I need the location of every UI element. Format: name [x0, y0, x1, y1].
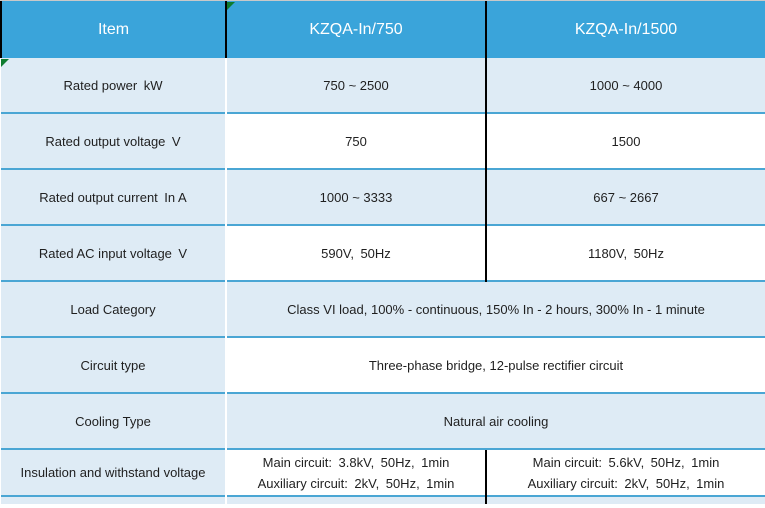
partial-row-item-cell [1, 495, 227, 504]
insulation-label: Insulation and withstand voltage [1, 448, 227, 496]
header-cell-kzqa-1500: KZQA-In/1500 [485, 1, 765, 58]
circuit-type-label: Circuit type [1, 336, 227, 393]
header-cell-kzqa-750: KZQA-In/750 [225, 1, 486, 58]
row-rated-power: Rated power kW 750 ~ 2500 1000 ~ 4000 [1, 58, 765, 113]
row-rated-output-current: Rated output current In A 1000 ~ 3333 66… [1, 168, 765, 225]
row-circuit-type: Circuit type Three-phase bridge, 12-puls… [1, 336, 765, 393]
rated-output-current-label: Rated output current In A [1, 168, 227, 225]
cooling-type-value: Natural air cooling [226, 392, 765, 449]
rated-ac-input-voltage-value-750: 590V, 50Hz [226, 224, 486, 281]
rated-output-voltage-value-750: 750 [226, 112, 486, 169]
insulation-value-1500: Main circuit: 5.6kV, 50Hz, 1min Auxiliar… [485, 448, 765, 496]
row-partial-cutoff [1, 495, 765, 504]
rated-output-current-value-750: 1000 ~ 3333 [226, 168, 486, 225]
partial-row-cell-750 [226, 495, 486, 504]
rated-output-current-value-1500: 667 ~ 2667 [485, 168, 765, 225]
rated-output-voltage-label: Rated output voltage V [1, 112, 227, 169]
insulation-750-auxiliary-circuit: Auxiliary circuit: 2kV, 50Hz, 1min [257, 475, 455, 491]
load-category-label: Load Category [1, 280, 227, 337]
load-category-value: Class VI load, 100% - continuous, 150% I… [226, 280, 765, 337]
circuit-type-value: Three-phase bridge, 12-pulse rectifier c… [226, 336, 765, 393]
rated-power-value-750: 750 ~ 2500 [226, 58, 486, 113]
row-cooling-type: Cooling Type Natural air cooling [1, 392, 765, 449]
insulation-value-750: Main circuit: 3.8kV, 50Hz, 1min Auxiliar… [226, 448, 486, 496]
insulation-1500-main-circuit: Main circuit: 5.6kV, 50Hz, 1min [532, 454, 720, 470]
row-load-category: Load Category Class VI load, 100% - cont… [1, 280, 765, 337]
green-corner-flag-icon [227, 2, 235, 10]
rated-ac-input-voltage-value-1500: 1180V, 50Hz [485, 224, 765, 281]
insulation-750-main-circuit: Main circuit: 3.8kV, 50Hz, 1min [262, 454, 450, 470]
rated-output-voltage-value-1500: 1500 [485, 112, 765, 169]
header-cell-item: Item [0, 1, 226, 58]
insulation-1500-auxiliary-circuit: Auxiliary circuit: 2kV, 50Hz, 1min [527, 475, 725, 491]
cooling-type-label: Cooling Type [1, 392, 227, 449]
row-rated-ac-input-voltage: Rated AC input voltage V 590V, 50Hz 1180… [1, 224, 765, 281]
rated-power-label: Rated power kW [1, 58, 227, 113]
rated-ac-input-voltage-label: Rated AC input voltage V [1, 224, 227, 281]
row-insulation: Insulation and withstand voltage Main ci… [1, 448, 765, 496]
header-row: Item KZQA-In/750 KZQA-In/1500 [0, 1, 765, 58]
row-rated-output-voltage: Rated output voltage V 750 1500 [1, 112, 765, 169]
partial-row-cell-1500 [485, 495, 765, 504]
rated-power-value-1500: 1000 ~ 4000 [485, 58, 765, 113]
green-corner-flag-icon [1, 59, 9, 67]
